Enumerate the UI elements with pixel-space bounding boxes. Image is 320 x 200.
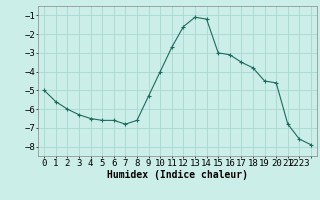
X-axis label: Humidex (Indice chaleur): Humidex (Indice chaleur) <box>107 170 248 180</box>
